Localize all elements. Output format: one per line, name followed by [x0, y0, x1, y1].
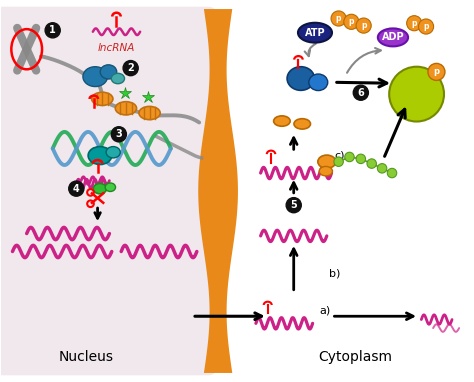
Circle shape	[45, 23, 60, 38]
Ellipse shape	[298, 23, 332, 43]
Ellipse shape	[93, 183, 107, 194]
Ellipse shape	[378, 28, 408, 46]
Ellipse shape	[88, 147, 112, 165]
Ellipse shape	[273, 116, 290, 126]
Ellipse shape	[106, 147, 120, 158]
Text: p: p	[423, 22, 429, 31]
Circle shape	[387, 168, 397, 178]
Circle shape	[334, 157, 343, 167]
Text: p: p	[348, 17, 354, 26]
Ellipse shape	[318, 155, 336, 168]
Ellipse shape	[83, 67, 108, 87]
Circle shape	[344, 14, 359, 29]
Circle shape	[353, 85, 368, 100]
Circle shape	[419, 19, 434, 34]
Circle shape	[356, 154, 365, 163]
Circle shape	[286, 197, 301, 213]
Text: c): c)	[334, 151, 345, 160]
Text: lncRNA: lncRNA	[98, 43, 135, 53]
Text: 4: 4	[73, 184, 80, 194]
Circle shape	[367, 159, 376, 168]
Text: Nucleus: Nucleus	[58, 350, 113, 364]
Ellipse shape	[319, 167, 332, 176]
Ellipse shape	[139, 107, 160, 120]
Ellipse shape	[287, 67, 315, 90]
Circle shape	[407, 16, 422, 31]
Text: ADP: ADP	[382, 32, 404, 42]
Text: p: p	[361, 21, 366, 30]
Text: 5: 5	[291, 200, 297, 210]
Ellipse shape	[309, 74, 328, 91]
FancyBboxPatch shape	[0, 6, 216, 376]
Text: ATP: ATP	[305, 28, 325, 38]
Ellipse shape	[91, 92, 113, 105]
Circle shape	[389, 67, 444, 121]
Circle shape	[331, 11, 346, 26]
Circle shape	[111, 127, 127, 142]
Ellipse shape	[105, 183, 116, 191]
Polygon shape	[198, 9, 238, 373]
Text: 6: 6	[357, 88, 364, 98]
Ellipse shape	[294, 119, 310, 129]
Ellipse shape	[115, 102, 137, 115]
Circle shape	[69, 181, 84, 196]
Text: 1: 1	[49, 25, 56, 35]
Text: p: p	[411, 19, 417, 28]
Circle shape	[123, 61, 138, 76]
Circle shape	[356, 18, 371, 33]
Text: a): a)	[319, 305, 331, 315]
Circle shape	[377, 163, 387, 173]
Ellipse shape	[111, 73, 125, 84]
Circle shape	[345, 152, 354, 162]
Circle shape	[428, 63, 445, 80]
Text: p: p	[336, 14, 341, 23]
Text: p: p	[433, 67, 439, 76]
Text: 2: 2	[128, 63, 134, 73]
Text: Cytoplasm: Cytoplasm	[318, 350, 392, 364]
Text: b): b)	[329, 269, 340, 279]
Text: 3: 3	[116, 129, 122, 139]
Ellipse shape	[100, 65, 117, 79]
